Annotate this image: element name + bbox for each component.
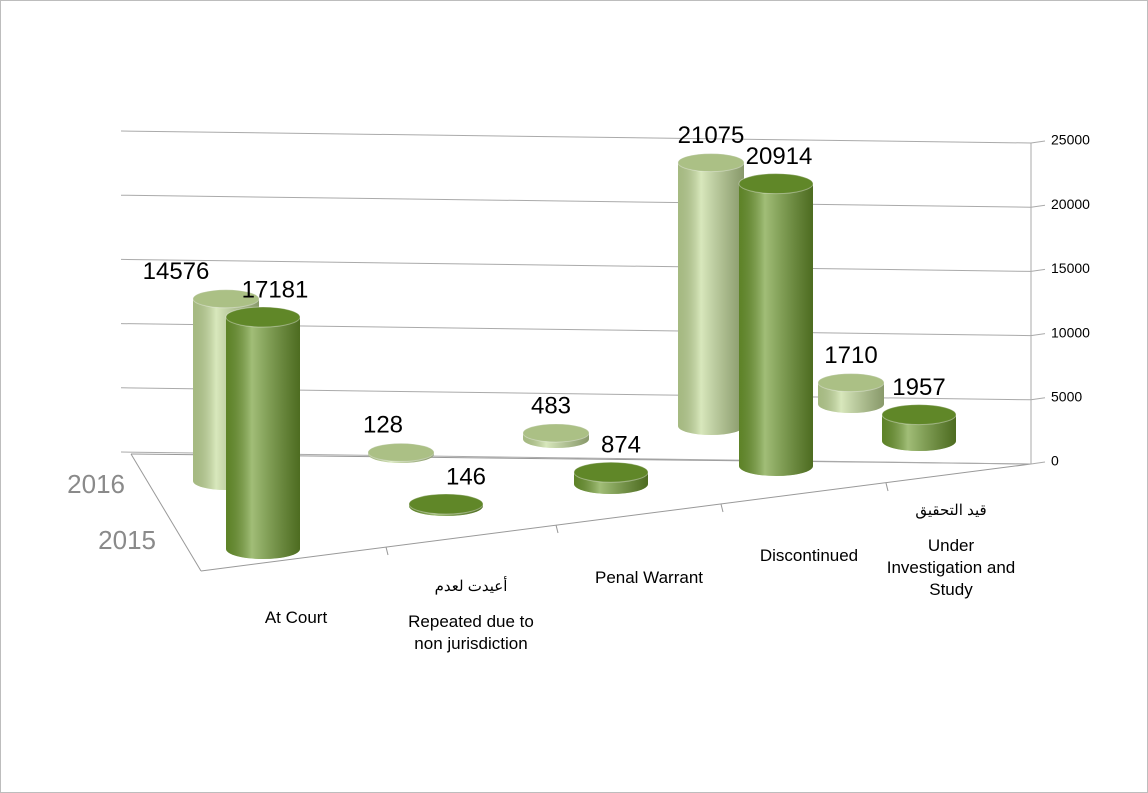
y-tick-label: 25000: [1051, 132, 1090, 148]
x-tick-label-arabic: قيد التحقيق: [915, 502, 987, 519]
cylinder: [367, 442, 435, 463]
cylinder-top-shade: [574, 462, 648, 483]
cylinder-top-shade: [523, 423, 589, 442]
cylinder-top-shade: [678, 153, 744, 172]
x-tick-label: Under Investigation and Study: [886, 536, 1016, 599]
data-label: 21075: [678, 122, 745, 149]
category-divider: [555, 524, 559, 534]
cylinder-shade: [226, 317, 300, 559]
data-label: 128: [363, 412, 403, 439]
x-tick-label: Penal Warrant: [594, 568, 704, 587]
cylinder-top: [192, 289, 260, 309]
grid-line: [120, 130, 1046, 144]
cylinder-shade: [739, 183, 813, 476]
cylinder-top-shade: [739, 173, 813, 194]
y-tick-label: 0: [1051, 453, 1059, 469]
category-divider: [385, 546, 389, 556]
cylinder-top: [367, 442, 435, 462]
data-label: 14576: [143, 258, 210, 285]
cylinder-shade: [882, 414, 956, 451]
grid-line: [120, 323, 1046, 337]
cylinder-top: [408, 493, 484, 515]
x-tick-label: At Court: [264, 608, 328, 627]
cylinder-top: [677, 153, 745, 173]
series-label: 2015: [98, 525, 156, 555]
cylinder-shade: [678, 162, 744, 435]
cylinder-top-shade: [882, 404, 956, 425]
cylinder: [522, 423, 590, 448]
data-label: 146: [446, 463, 486, 490]
series-label: 2016: [67, 469, 125, 499]
data-label: 483: [531, 392, 571, 419]
grid-line: [120, 258, 1046, 272]
data-label: 17181: [242, 276, 309, 303]
cylinder-top: [738, 173, 814, 195]
floor-front-edge: [200, 463, 1032, 572]
cylinder-top: [881, 404, 957, 426]
data-label: 1957: [892, 374, 945, 401]
cylinder-top: [573, 461, 649, 483]
y-tick-label: 10000: [1051, 324, 1090, 340]
data-label: 20914: [746, 143, 813, 170]
grid-line: [120, 194, 1046, 208]
data-label: 874: [601, 432, 641, 459]
category-divider: [885, 482, 889, 492]
x-tick-label: Repeated due to non jurisdiction: [408, 612, 534, 653]
y-tick-label: 20000: [1051, 196, 1090, 212]
cylinder-top: [817, 373, 885, 393]
cylinder: [738, 173, 814, 476]
data-label: 1710: [824, 342, 877, 369]
x-tick-label-arabic: أعيدت لعدم: [434, 578, 508, 595]
y-tick-label: 5000: [1051, 389, 1082, 405]
grid-line: [120, 387, 1046, 401]
cylinder-top-shade: [409, 494, 483, 515]
cylinder: [225, 306, 301, 559]
cylinder-top: [522, 423, 590, 443]
cylinder-top-shade: [193, 289, 259, 308]
cylinder-top-shade: [818, 373, 884, 392]
cylinder-top: [225, 306, 301, 328]
category-divider: [720, 503, 724, 513]
cylinder: [817, 373, 885, 413]
cylinder: [408, 493, 484, 516]
x-tick-label: Discontinued: [759, 546, 859, 565]
y-tick-label: 15000: [1051, 260, 1090, 276]
cylinder: [677, 153, 745, 435]
cylinder-top-shade: [368, 443, 434, 462]
cylinder-top-shade: [226, 307, 300, 328]
cylinder: [881, 404, 957, 451]
floor-left-edge: [130, 453, 202, 572]
cylinder: [573, 461, 649, 494]
